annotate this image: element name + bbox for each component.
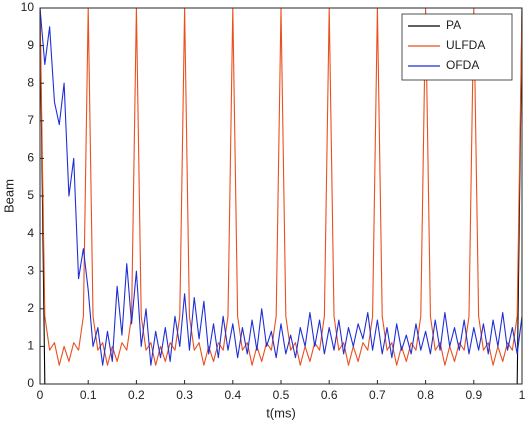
legend-label: PA xyxy=(446,18,461,32)
legend-label: ULFDA xyxy=(446,38,485,52)
x-tick-label: 0.2 xyxy=(128,388,145,402)
y-tick-label: 3 xyxy=(27,263,34,277)
x-tick-label: 0.6 xyxy=(321,388,338,402)
x-tick-label: 0 xyxy=(37,388,44,402)
x-tick-label: 0.1 xyxy=(80,388,97,402)
x-tick-label: 0.5 xyxy=(273,388,290,402)
y-tick-label: 4 xyxy=(27,226,34,240)
legend-label: OFDA xyxy=(446,58,479,72)
x-tick-label: 0.3 xyxy=(176,388,193,402)
y-axis-label: Beam xyxy=(1,179,16,213)
x-tick-label: 0.4 xyxy=(224,388,241,402)
series-line xyxy=(40,8,522,366)
y-tick-label: 8 xyxy=(27,75,34,89)
x-tick-label: 0.9 xyxy=(465,388,482,402)
y-tick-label: 5 xyxy=(27,188,34,202)
x-tick-label: 0.8 xyxy=(417,388,434,402)
y-tick-label: 0 xyxy=(27,376,34,390)
x-axis-label: t(ms) xyxy=(266,405,296,420)
y-tick-label: 2 xyxy=(27,301,34,315)
x-tick-label: 0.7 xyxy=(369,388,386,402)
series-line xyxy=(40,8,522,366)
y-tick-label: 6 xyxy=(27,151,34,165)
y-tick-label: 1 xyxy=(27,339,34,353)
y-tick-label: 7 xyxy=(27,113,34,127)
y-tick-label: 10 xyxy=(21,0,35,14)
legend-box xyxy=(401,13,513,81)
y-tick-label: 9 xyxy=(27,38,34,52)
lines xyxy=(40,8,522,384)
x-tick-label: 1 xyxy=(519,388,526,402)
